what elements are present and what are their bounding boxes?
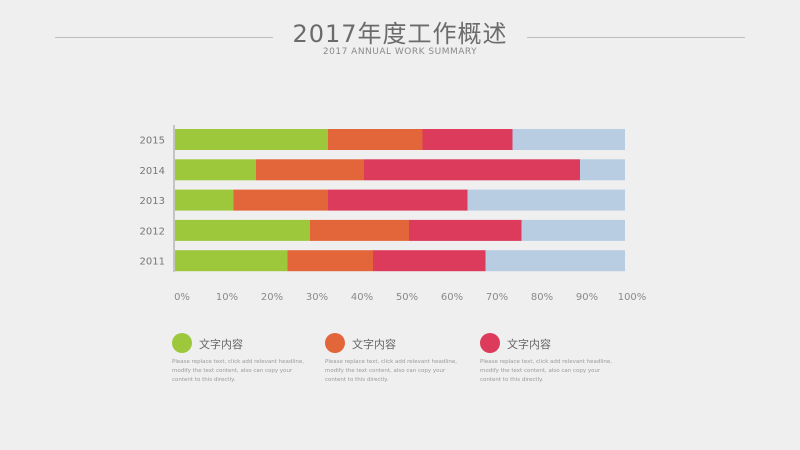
bar-segment-2015-2 (422, 129, 513, 150)
bar-segment-2011-2 (373, 250, 486, 272)
y-tick-label: 2011 (140, 257, 165, 268)
title-rule-left (55, 37, 273, 38)
bar-segment-2013-0 (175, 189, 234, 211)
bar-segment-2014-1 (256, 159, 364, 181)
x-tick-label: 90% (576, 292, 598, 303)
y-tick-label: 2014 (140, 166, 165, 177)
bar-segment-2014-0 (175, 159, 256, 181)
legend-dot-red (480, 333, 500, 353)
title-rule-right (527, 37, 745, 38)
bar-segment-2012-3 (521, 219, 625, 241)
x-tick-label: 50% (396, 292, 418, 303)
bar-segment-2011-1 (287, 250, 373, 272)
bar-segment-2015-0 (175, 129, 328, 150)
x-tick-label: 40% (351, 292, 373, 303)
y-tick-label: 2013 (140, 196, 165, 207)
bar-segment-2015-3 (512, 129, 625, 150)
x-tick-label: 70% (486, 292, 508, 303)
x-tick-label: 20% (261, 292, 283, 303)
legend-dot-green (172, 333, 192, 353)
legend-label: 文字内容 (352, 338, 396, 351)
x-tick-label: 10% (216, 292, 238, 303)
x-tick-label: 30% (306, 292, 328, 303)
x-tick-label: 0% (174, 292, 190, 303)
x-tick-label: 100% (618, 292, 647, 303)
bar-segment-2013-1 (233, 189, 328, 211)
legend-dot-orange (325, 333, 345, 353)
bar-segment-2014-3 (580, 159, 625, 181)
bar-segment-2011-3 (485, 250, 625, 272)
bar-segment-2012-1 (310, 219, 409, 241)
x-tick-label: 80% (531, 292, 553, 303)
bar-segment-2013-3 (467, 189, 625, 211)
page-subtitle: 2017 ANNUAL WORK SUMMARY (322, 47, 478, 57)
stacked-bar-chart: 2015 2014 2013 2012 2011 0% 10% 20% 30% 40% 50% 60%… (140, 125, 647, 303)
bar-segment-2015-1 (328, 129, 423, 150)
legend-label: 文字内容 (199, 338, 243, 351)
bar-segment-2013-2 (328, 189, 468, 211)
y-tick-label: 2015 (140, 136, 165, 147)
legend-description: Please replace text, click add relevant … (325, 359, 458, 383)
legend-description: Please replace text, click add relevant … (172, 359, 305, 383)
bar-segment-2012-2 (409, 219, 522, 241)
bar-segment-2014-2 (364, 159, 580, 181)
legend-description: Please replace text, click add relevant … (480, 359, 613, 383)
y-tick-label: 2012 (140, 226, 165, 237)
x-tick-label: 60% (441, 292, 463, 303)
page-title: 2017年度工作概述 (292, 20, 508, 48)
bar-segment-2011-0 (175, 250, 288, 272)
legend-label: 文字内容 (507, 338, 551, 351)
bar-segment-2012-0 (175, 219, 310, 241)
